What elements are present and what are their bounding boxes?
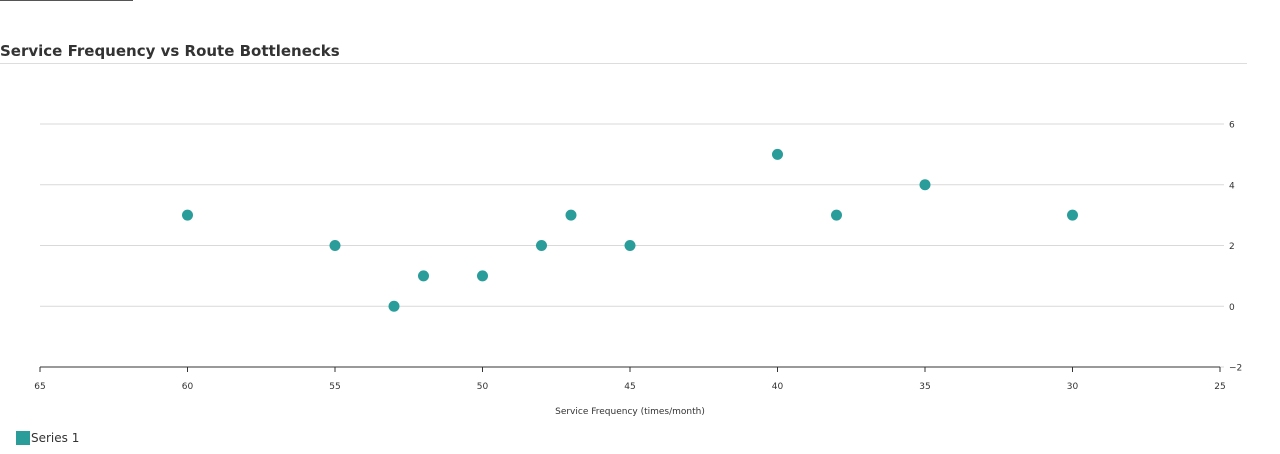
- top-tab-underline: [0, 0, 133, 1]
- data-point: [624, 240, 636, 251]
- data-point: [536, 240, 547, 251]
- data-point: [919, 179, 931, 191]
- x-tick-label: 25: [1214, 382, 1225, 392]
- x-axis-label: Service Frequency (times/month): [555, 407, 705, 417]
- data-point: [565, 209, 577, 221]
- x-tick-label: 35: [919, 382, 930, 392]
- y-tick-label: 0: [1229, 303, 1235, 313]
- chart-title: Service Frequency vs Route Bottlenecks: [0, 42, 340, 60]
- x-tick-label: 55: [329, 382, 340, 392]
- x-tick-label: 30: [1067, 382, 1079, 392]
- data-point: [388, 300, 400, 312]
- x-tick-label: 40: [772, 382, 784, 392]
- data-point: [477, 270, 488, 282]
- x-tick-label: 65: [34, 382, 45, 392]
- legend-label-series-1: Series 1: [31, 431, 80, 445]
- y-tick-label: −2: [1229, 364, 1242, 374]
- y-tick-label: 4: [1229, 181, 1235, 191]
- x-tick-label: 45: [624, 382, 635, 392]
- y-tick-label: 2: [1229, 242, 1235, 252]
- data-point: [831, 209, 842, 221]
- legend[interactable]: Series 1: [16, 431, 79, 445]
- data-point: [329, 240, 341, 251]
- data-point: [772, 148, 783, 160]
- x-tick-label: 50: [477, 382, 489, 392]
- x-tick-label: 60: [182, 382, 194, 392]
- data-point: [1067, 209, 1078, 221]
- data-point: [418, 270, 429, 282]
- legend-swatch-series-1: [16, 431, 30, 445]
- data-point: [182, 209, 193, 221]
- y-tick-label: 6: [1229, 121, 1235, 131]
- chart-header: Service Frequency vs Route Bottlenecks: [0, 42, 1247, 64]
